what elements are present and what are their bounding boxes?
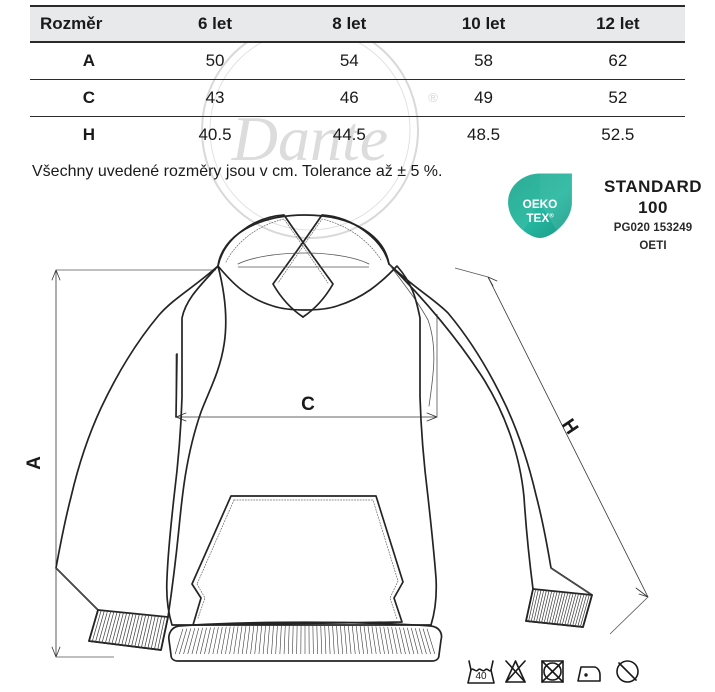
svg-text:H: H <box>557 415 582 438</box>
svg-text:C: C <box>301 394 315 415</box>
svg-text:40: 40 <box>475 671 487 682</box>
svg-text:A: A <box>24 456 45 470</box>
